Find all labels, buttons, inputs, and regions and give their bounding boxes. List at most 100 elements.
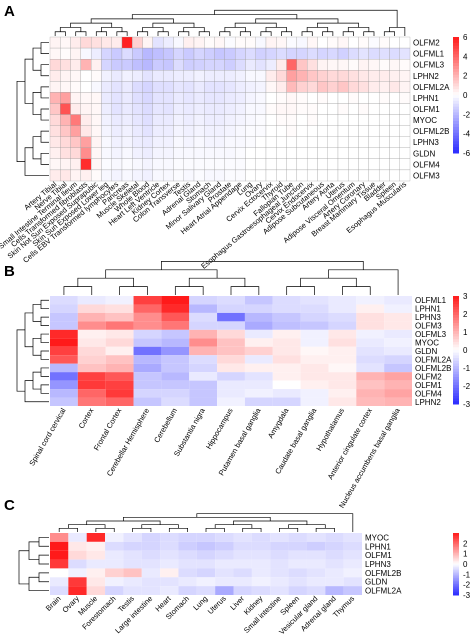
heatmap-cell	[90, 136, 102, 148]
heatmap-cell	[162, 47, 174, 60]
heatmap-cell	[217, 363, 245, 373]
heatmap-cell	[224, 103, 236, 115]
heatmap-cell	[50, 577, 69, 587]
heatmap-cell	[193, 125, 205, 137]
heatmap-cell	[105, 355, 134, 364]
heatmap-cell	[161, 329, 190, 339]
column-dendrogram	[178, 31, 190, 36]
heatmap-cell	[265, 92, 277, 104]
heatmap-cell	[296, 92, 308, 104]
legend-color-step	[453, 581, 459, 584]
heatmap-cell	[50, 304, 78, 313]
heatmap-cell	[204, 125, 215, 137]
legend-tick-label: 0	[463, 91, 468, 100]
legend-color-step	[453, 553, 459, 556]
legend-color-step	[453, 570, 459, 573]
column-dendrogram	[389, 27, 406, 36]
heatmap-cell	[306, 136, 318, 148]
heatmap-cell	[234, 36, 246, 49]
heatmap-cell	[49, 92, 61, 104]
heatmap-cell	[101, 92, 112, 104]
heatmap-cell	[327, 81, 339, 93]
row-label: OLFML2A	[413, 83, 450, 92]
row-label: MYOC	[413, 116, 437, 125]
heatmap-cell	[389, 136, 400, 148]
heatmap-cell	[300, 363, 329, 373]
column-dendrogram	[214, 524, 253, 529]
heatmap-cell	[193, 92, 205, 104]
heatmap-cell	[123, 586, 142, 595]
heatmap-cell	[183, 81, 195, 93]
legend-color-step	[453, 83, 459, 87]
heatmap-cell	[296, 70, 308, 82]
heatmap-cell	[161, 296, 190, 305]
heatmap-cell	[142, 70, 154, 82]
heatmap-cell	[272, 355, 301, 364]
heatmap-cell	[49, 103, 61, 115]
heatmap-cell	[325, 541, 344, 551]
column-dendrogram	[239, 31, 251, 36]
heatmap-cell	[306, 103, 318, 115]
heatmap-cell	[327, 70, 339, 82]
legend-color-step	[453, 37, 459, 41]
heatmap-cell	[90, 47, 102, 60]
row-dendrogram	[32, 371, 41, 390]
heatmap-cell	[276, 81, 287, 93]
heatmap-cell	[183, 103, 195, 115]
heatmap-cell	[173, 147, 184, 159]
heatmap-cell	[215, 577, 234, 587]
heatmap-cell	[272, 329, 301, 339]
column-dendrogram	[233, 520, 308, 525]
row-dendrogram	[32, 92, 41, 115]
row-dendrogram	[24, 380, 49, 403]
heatmap-cell	[286, 92, 298, 104]
heatmap-cell	[234, 59, 246, 71]
legend-color-step	[453, 304, 459, 308]
heatmap-cell	[49, 114, 61, 126]
heatmap-cell	[162, 158, 174, 171]
heatmap-cell	[142, 92, 154, 104]
heatmap-cell	[234, 136, 246, 148]
column-dendrogram	[174, 286, 204, 295]
heatmap-cell	[399, 158, 411, 171]
heatmap-cell	[142, 47, 154, 60]
legend-color-step	[453, 45, 459, 50]
heatmap-cell	[133, 380, 162, 390]
heatmap-cell	[217, 312, 245, 322]
legend-color-step	[453, 306, 459, 310]
heatmap-cell	[217, 329, 245, 339]
heatmap-cell	[70, 47, 82, 60]
heatmap-cell	[173, 59, 184, 71]
heatmap-cell	[90, 114, 102, 126]
heatmap-cell	[161, 346, 190, 356]
heatmap-cell	[50, 568, 69, 578]
heatmap-cell	[337, 136, 349, 148]
heatmap-cell	[348, 136, 359, 148]
heatmap-cell	[378, 92, 390, 104]
heatmap-cell	[133, 355, 162, 364]
heatmap-cell	[245, 103, 256, 115]
heatmap-cell	[142, 147, 154, 159]
heatmap-cell	[244, 346, 273, 356]
heatmap-cell	[121, 158, 133, 171]
column-dendrogram	[242, 527, 262, 532]
column-dendrogram	[152, 22, 195, 28]
row-dendrogram	[40, 333, 49, 343]
legend-color-step	[453, 314, 459, 319]
column-dendrogram	[281, 31, 293, 36]
heatmap-cell	[343, 533, 362, 542]
heatmap-cell	[105, 568, 124, 578]
legend-color-step	[453, 100, 459, 105]
heatmap-cell	[245, 136, 256, 148]
heatmap-cell	[224, 158, 236, 171]
heatmap-cell	[152, 114, 164, 126]
heatmap-cell	[162, 147, 174, 159]
heatmap-cell	[356, 296, 385, 305]
heatmap-cell	[162, 103, 174, 115]
row-label: LPHN1	[413, 94, 439, 103]
heatmap-cell	[214, 59, 226, 71]
heatmap-cell	[328, 312, 357, 322]
heatmap-cell	[328, 380, 357, 390]
heatmap-cell	[389, 47, 400, 60]
legend-color-step	[453, 574, 459, 577]
